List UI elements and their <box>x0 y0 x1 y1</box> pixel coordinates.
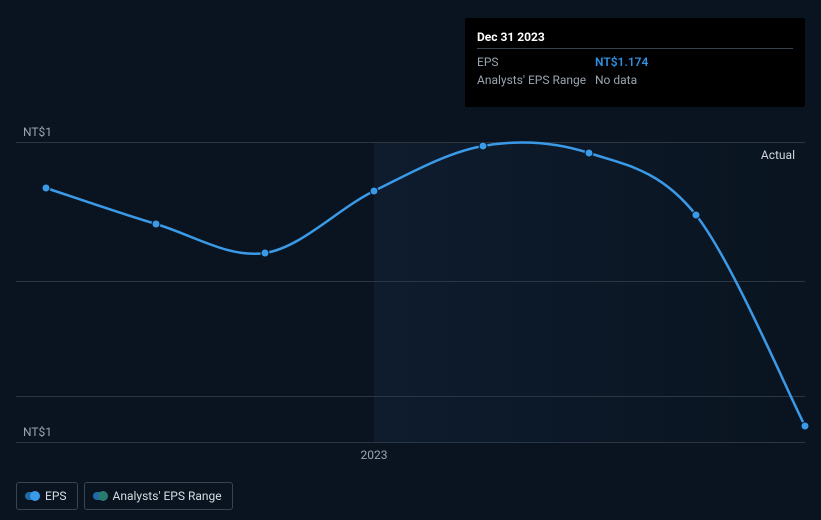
tooltip-value: No data <box>595 73 637 87</box>
legend: EPS Analysts' EPS Range <box>16 482 233 510</box>
legend-swatch-icon <box>25 492 39 500</box>
chart-tooltip: Dec 31 2023 EPSNT$1.174Analysts' EPS Ran… <box>465 18 805 107</box>
legend-swatch-icon <box>93 492 107 500</box>
y-axis-label: NT$1 <box>23 125 52 139</box>
tooltip-row: Analysts' EPS RangeNo data <box>477 71 793 89</box>
legend-label: EPS <box>45 489 67 503</box>
gridline <box>16 442 805 443</box>
data-point[interactable] <box>801 422 809 430</box>
tooltip-key: Analysts' EPS Range <box>477 73 595 87</box>
tooltip-date: Dec 31 2023 <box>477 26 793 48</box>
eps-line <box>46 142 805 426</box>
data-point[interactable] <box>261 249 269 257</box>
x-axis-tick: 2023 <box>361 448 388 462</box>
legend-item[interactable]: Analysts' EPS Range <box>84 482 233 510</box>
eps-chart: Dec 31 2023 EPSNT$1.174Analysts' EPS Ran… <box>16 0 805 520</box>
tooltip-value: NT$1.174 <box>595 55 648 69</box>
data-point[interactable] <box>692 211 700 219</box>
data-point[interactable] <box>42 184 50 192</box>
plot-svg <box>16 142 805 442</box>
legend-item[interactable]: EPS <box>16 482 78 510</box>
data-point[interactable] <box>479 142 487 150</box>
plot-area: Actual <box>16 142 805 442</box>
tooltip-separator <box>477 48 793 49</box>
tooltip-row: EPSNT$1.174 <box>477 53 793 71</box>
legend-label: Analysts' EPS Range <box>113 489 222 503</box>
data-point[interactable] <box>152 220 160 228</box>
tooltip-key: EPS <box>477 55 595 69</box>
data-point[interactable] <box>585 149 593 157</box>
data-point[interactable] <box>370 187 378 195</box>
